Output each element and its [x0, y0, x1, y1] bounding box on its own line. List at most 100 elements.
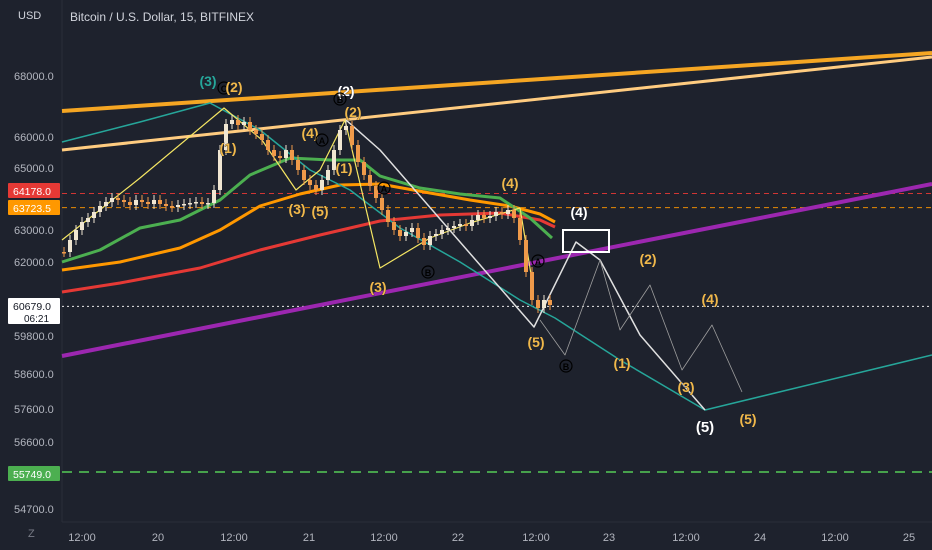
candle-body	[128, 202, 132, 205]
wave-label: (3)	[199, 73, 216, 89]
candle-body	[218, 150, 222, 190]
candle-body	[428, 236, 432, 245]
x-tick-label: 25	[903, 532, 915, 544]
x-axis-ticks: 12:00 20 12:00 21 12:00 22 12:00 23 12:00 24 12:00…	[68, 532, 915, 544]
candle-body	[260, 134, 264, 140]
wave-label-circle	[421, 265, 435, 279]
candle-body	[110, 198, 114, 202]
candle-body	[62, 252, 66, 254]
candle-body	[344, 126, 348, 130]
y-tick-label: 68000.0	[14, 71, 54, 83]
wave-label: (3)	[677, 379, 694, 395]
candle-body	[68, 240, 72, 252]
candle-body	[212, 190, 216, 203]
auto-scale-icon[interactable]: Z	[28, 528, 35, 540]
candle-body	[536, 300, 540, 308]
orange-trendline	[61, 51, 932, 113]
candle-body	[302, 170, 306, 180]
wave-label: (5)	[739, 411, 756, 427]
wave-label: (4)	[501, 175, 518, 191]
wave-label: B	[425, 268, 432, 278]
x-tick-label: 12:00	[672, 532, 700, 544]
candle-body	[470, 220, 474, 226]
candle-body	[398, 230, 402, 236]
candle-body	[524, 240, 528, 272]
candles	[62, 115, 552, 313]
candle-body	[338, 130, 342, 150]
x-tick-label: 20	[152, 532, 164, 544]
candle-body	[500, 212, 504, 214]
wave-label: (2)	[337, 83, 354, 99]
y-tick-label: 66000.0	[14, 132, 54, 144]
candle-body	[446, 228, 450, 230]
candle-body	[98, 206, 102, 212]
x-tick-label: 12:00	[68, 532, 96, 544]
red-moving-average	[61, 211, 556, 294]
candle-body	[200, 202, 204, 204]
x-tick-label: 22	[452, 532, 464, 544]
wave-label-circle	[377, 181, 391, 195]
candle-body	[368, 175, 372, 186]
price-badge-text: 60679.0	[13, 301, 51, 313]
candle-body	[134, 200, 138, 205]
candle-body	[332, 150, 336, 170]
green-moving-average	[61, 156, 554, 264]
wave-label: (5)	[311, 203, 328, 219]
currency-label: USD	[18, 10, 42, 22]
candle-body	[104, 202, 108, 206]
wave-label: (4)	[701, 291, 718, 307]
candle-body	[440, 230, 444, 234]
candle-body	[224, 124, 228, 150]
wave-label: (2)	[225, 79, 242, 95]
wave-label-circle	[531, 254, 545, 268]
candle-body	[350, 126, 354, 145]
y-tick-label: 65000.0	[14, 163, 54, 175]
candle-body	[80, 222, 84, 230]
price-badge-text: 63723.5	[13, 203, 51, 215]
candle-body	[530, 272, 534, 300]
x-tick-label: 12:00	[821, 532, 849, 544]
candle-body	[74, 230, 78, 240]
price-badge-text: 64178.0	[13, 186, 51, 198]
candle-body	[92, 212, 96, 218]
wave-label-circle	[333, 92, 347, 106]
wave-label: (4)	[301, 125, 318, 141]
wave-label-circle	[217, 81, 231, 95]
wave-label: (5)	[696, 419, 714, 436]
wave-labels: (3) C(2)(1)(4) A(2)B(2)(1)(3) (5)A(3)B(4)(4…	[199, 73, 757, 437]
candle-body	[284, 150, 288, 158]
y-axis-ticks: 68000.0 66000.0 65000.0 63000.0 62000.0 59800…	[14, 71, 54, 516]
candle-body	[386, 210, 390, 222]
symbol-title[interactable]: Bitcoin / U.S. Dollar, 15, BITFINEX	[70, 10, 255, 24]
faint-projection-path	[539, 259, 743, 393]
price-badge-text: 55749.0	[13, 469, 51, 481]
price-badge-countdown: 06:21	[24, 314, 49, 325]
y-tick-label: 62000.0	[14, 257, 54, 269]
wave-label-circle	[559, 359, 573, 373]
candle-body	[140, 200, 144, 202]
candle-body	[326, 170, 330, 180]
candle-body	[266, 140, 270, 150]
candle-body	[296, 160, 300, 170]
teal-projection-path	[61, 102, 932, 411]
wave-label: (3)	[288, 201, 305, 217]
y-tick-label: 63000.0	[14, 225, 54, 237]
candle-body	[146, 202, 150, 204]
candle-body	[86, 218, 90, 222]
candle-body	[434, 234, 438, 236]
candle-body	[290, 150, 294, 160]
candle-body	[254, 130, 258, 134]
wave-label: (3)	[369, 279, 386, 295]
x-tick-label: 21	[303, 532, 315, 544]
candle-body	[404, 232, 408, 236]
wave-label: A	[381, 184, 388, 194]
candle-body	[182, 204, 186, 206]
x-tick-label: 24	[754, 532, 766, 544]
candle-body	[422, 238, 426, 245]
candle-body	[416, 228, 420, 238]
wave-label: A	[319, 136, 326, 146]
candle-body	[308, 180, 312, 185]
purple-trendline	[61, 182, 932, 358]
x-tick-label: 23	[603, 532, 615, 544]
